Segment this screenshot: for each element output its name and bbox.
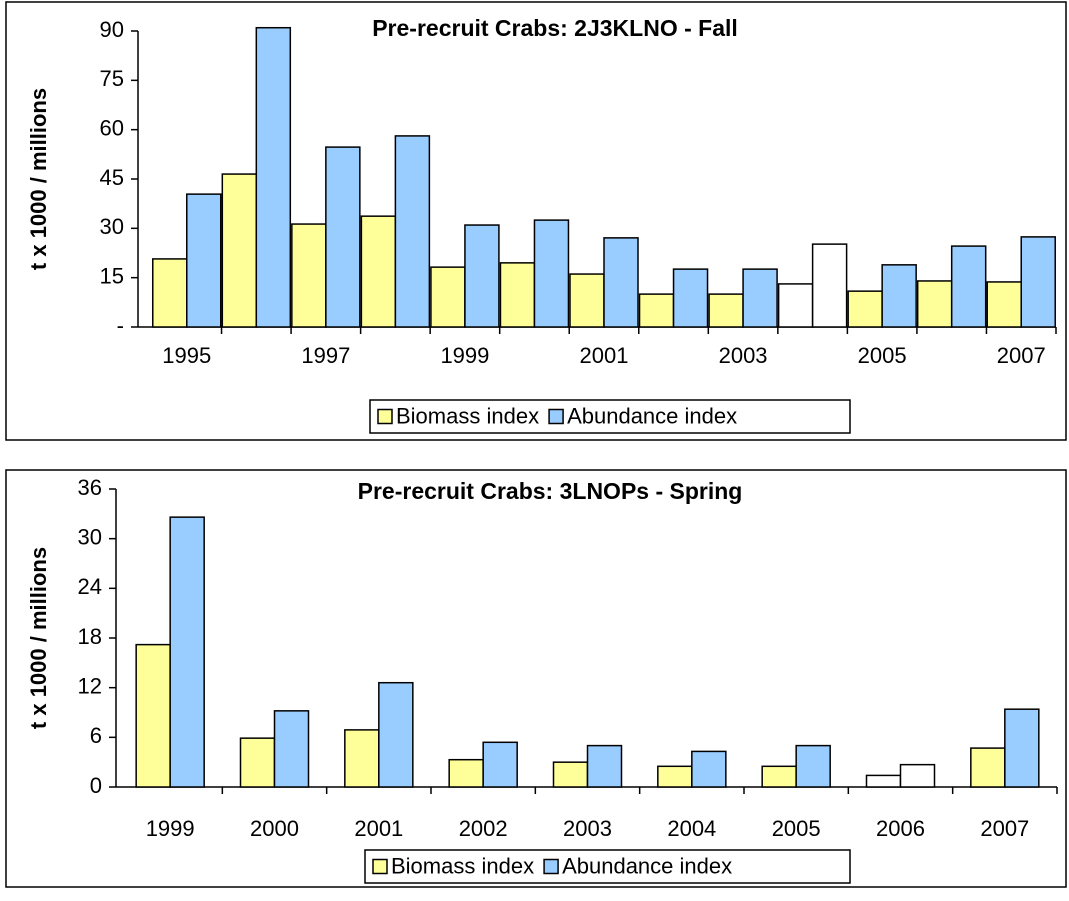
x-tick-label: 2004 — [667, 816, 716, 841]
bar — [344, 729, 380, 788]
x-tick-label: 2006 — [876, 816, 925, 841]
x-tick-label: 2001 — [580, 343, 629, 368]
y-tick-label: 45 — [100, 165, 124, 190]
chart-title: Pre-recruit Crabs: 2J3KLNO - Fall — [372, 15, 738, 41]
bar — [1004, 708, 1040, 788]
y-tick-label: 24 — [78, 574, 102, 599]
bar — [761, 765, 797, 788]
legend-box — [369, 399, 851, 434]
legend-swatch — [548, 408, 564, 425]
bar — [255, 26, 292, 328]
legend-box — [364, 849, 851, 884]
bar — [899, 763, 936, 788]
chart-title: Pre-recruit Crabs: 3LNOPs - Spring — [358, 478, 743, 504]
bar — [152, 258, 188, 328]
bar — [464, 224, 500, 328]
bar — [552, 761, 589, 788]
y-tick-label: - — [117, 313, 124, 338]
legend-label: Biomass index — [396, 403, 539, 428]
bar — [394, 135, 431, 328]
legend-label: Abundance index — [567, 403, 737, 428]
bar — [657, 765, 693, 788]
legend-swatch — [543, 858, 559, 875]
y-tick-label: 0 — [90, 773, 102, 798]
y-tick-label: 30 — [78, 524, 102, 549]
legend-label: Abundance index — [562, 853, 732, 878]
bar — [586, 744, 623, 788]
y-tick-label: 60 — [100, 115, 124, 140]
x-tick-label: 2002 — [459, 816, 508, 841]
bar — [291, 223, 327, 328]
y-tick-label: 18 — [78, 624, 102, 649]
bar — [239, 737, 276, 788]
y-tick-label: 36 — [78, 475, 102, 500]
bar — [986, 281, 1022, 328]
x-tick-label: 1997 — [301, 343, 350, 368]
legend-swatch — [372, 858, 388, 875]
y-axis-label: t x 1000 / millions — [26, 547, 51, 729]
bar — [135, 643, 171, 788]
bar — [430, 266, 466, 328]
bar — [603, 237, 639, 328]
x-tick-label: 2003 — [719, 343, 768, 368]
x-tick-label: 2003 — [563, 816, 612, 841]
bar — [777, 283, 814, 328]
bar — [499, 262, 536, 328]
bar — [360, 215, 397, 328]
bar — [325, 146, 361, 328]
y-tick-label: 6 — [90, 723, 102, 748]
bar — [482, 741, 518, 788]
x-tick-label: 1999 — [440, 343, 489, 368]
bar — [221, 173, 258, 328]
bar — [795, 744, 831, 788]
x-tick-label: 2007 — [997, 343, 1046, 368]
x-tick-label: 1995 — [162, 343, 211, 368]
y-tick-label: 75 — [100, 66, 124, 91]
bar — [811, 243, 848, 328]
bar — [950, 245, 987, 328]
bar — [638, 293, 675, 328]
x-tick-label: 2000 — [250, 816, 299, 841]
bar — [708, 293, 744, 328]
legend-swatch — [377, 408, 393, 425]
x-tick-label: 2005 — [772, 816, 821, 841]
bar — [169, 516, 205, 788]
y-tick-label: 30 — [100, 214, 124, 239]
y-axis-label: t x 1000 / millions — [26, 88, 51, 270]
bar — [916, 280, 953, 328]
bar — [569, 273, 605, 328]
bar — [970, 747, 1006, 788]
bar — [691, 750, 727, 788]
x-tick-label: 2005 — [858, 343, 907, 368]
bar — [533, 219, 570, 328]
y-tick-label: 90 — [100, 17, 124, 42]
bar — [865, 774, 902, 788]
chart: Pre-recruit Crabs: 2J3KLNO - Fall t x 100… — [5, 1, 1067, 441]
bar — [448, 758, 484, 788]
x-tick-label: 2007 — [980, 816, 1029, 841]
bar — [672, 268, 709, 328]
bar — [1020, 236, 1056, 328]
bar — [378, 681, 414, 788]
y-tick-label: 12 — [78, 673, 102, 698]
bar — [273, 710, 310, 788]
bar — [186, 193, 222, 328]
x-tick-label: 1999 — [146, 816, 195, 841]
x-tick-label: 2001 — [354, 816, 403, 841]
chart: Pre-recruit Crabs: 3LNOPs - Spring t x 10… — [5, 469, 1067, 888]
bar — [742, 268, 778, 328]
bar — [847, 290, 883, 328]
bar — [881, 264, 917, 328]
legend-label: Biomass index — [391, 853, 534, 878]
y-tick-label: 15 — [100, 263, 124, 288]
